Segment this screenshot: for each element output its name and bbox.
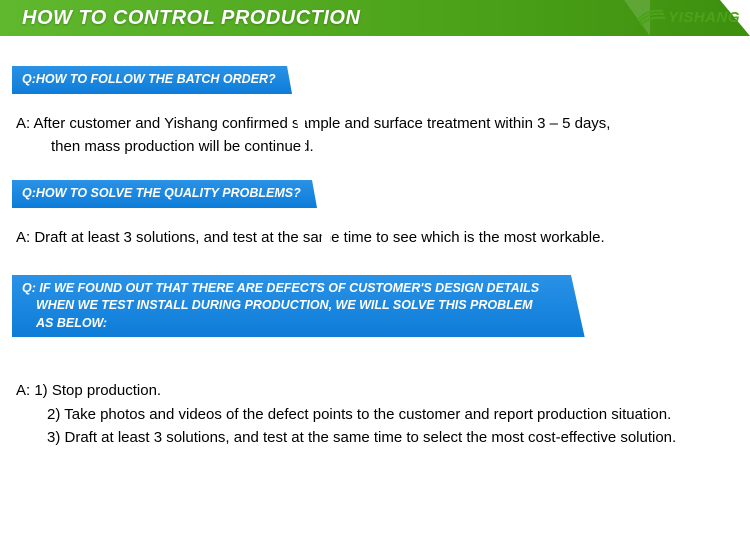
answer-line: 2) Take photos and videos of the defect … [16, 403, 734, 426]
qa-block-2: Q:HOW TO SOLVE THE QUALITY PROBLEMS? A: … [10, 180, 740, 249]
question-ribbon: Q: IF WE FOUND OUT THAT THERE ARE DEFECT… [12, 275, 592, 338]
logo-swoosh-icon [638, 6, 666, 28]
qa-block-3: Q: IF WE FOUND OUT THAT THERE ARE DEFECT… [10, 275, 740, 449]
answer-line: 3) Draft at least 3 solutions, and test … [16, 426, 734, 449]
answer-line: A: Draft at least 3 solutions, and test … [16, 226, 734, 249]
answer-line: then mass production will be continued. [16, 135, 734, 158]
qa-block-1: Q:HOW TO FOLLOW THE BATCH ORDER? A: Afte… [10, 66, 740, 158]
question-ribbon: Q:HOW TO SOLVE THE QUALITY PROBLEMS? [12, 180, 329, 208]
question-text-line1: Q: IF WE FOUND OUT THAT THERE ARE DEFECT… [22, 281, 539, 295]
question-text: Q:HOW TO SOLVE THE QUALITY PROBLEMS? [22, 186, 301, 200]
answer-text: A: 1) Stop production. 2) Take photos an… [10, 379, 740, 449]
brand-logo: YISHANG [638, 6, 740, 28]
logo-text: YISHANG [668, 9, 740, 26]
content-area: Q:HOW TO FOLLOW THE BATCH ORDER? A: Afte… [0, 36, 750, 481]
answer-line: A: After customer and Yishang confirmed … [16, 112, 734, 135]
question-text-line2: WHEN WE TEST INSTALL DURING PRODUCTION, … [22, 297, 552, 332]
page-title: HOW TO CONTROL PRODUCTION [22, 7, 360, 30]
question-ribbon: Q:HOW TO FOLLOW THE BATCH ORDER? [12, 66, 304, 94]
answer-line: A: 1) Stop production. [16, 379, 734, 402]
answer-text: A: After customer and Yishang confirmed … [10, 112, 740, 159]
answer-text: A: Draft at least 3 solutions, and test … [10, 226, 740, 249]
question-text: Q:HOW TO FOLLOW THE BATCH ORDER? [22, 72, 276, 86]
